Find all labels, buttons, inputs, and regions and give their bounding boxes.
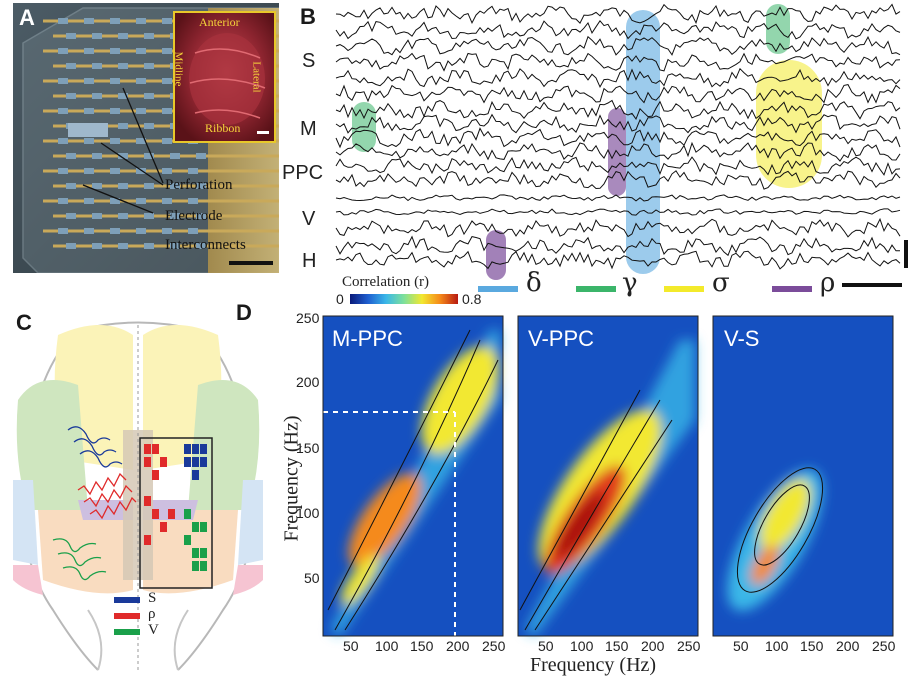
ytick-200: 200 (296, 374, 320, 390)
legend-swatch-sigma (664, 286, 704, 292)
colorbar-label: Correlation (r) (342, 274, 430, 290)
callout-arrows (82, 87, 164, 214)
heatmap-m-ppc (322, 315, 504, 637)
legend-v: V (148, 622, 159, 638)
map-title-v-ppc: V-PPC (528, 326, 595, 351)
xtick-3-250: 250 (872, 638, 896, 654)
voltage-scale-bar (904, 240, 908, 268)
legend-s: S (148, 590, 157, 606)
xtick-1-50: 50 (343, 638, 359, 654)
xtick-1-100: 100 (375, 638, 399, 654)
panel-a-letter: A (19, 5, 35, 30)
panel-a: Anterior Midline Lateral Ribbon A Perfor… (13, 3, 279, 273)
xtick-2-100: 100 (570, 638, 594, 654)
xtick-1-150: 150 (410, 638, 434, 654)
map-title-v-s: V-S (724, 326, 760, 351)
heatmap-v-ppc (517, 315, 699, 637)
panel-b-letter: B (300, 4, 316, 29)
legend-delta: δ (526, 268, 542, 298)
row-label-v: V (302, 208, 316, 230)
xtick-2-50: 50 (538, 638, 554, 654)
map-title-m-ppc: M-PPC (332, 326, 403, 351)
anterior-label: Anterior (199, 15, 240, 29)
row-label-ppc: PPC (282, 162, 324, 184)
xtick-2-200: 200 (641, 638, 665, 654)
ytick-150: 150 (296, 440, 320, 456)
legend-swatch-delta (478, 286, 518, 292)
xtick-3-150: 150 (800, 638, 824, 654)
panel-d-letter: D (236, 300, 252, 325)
heatmap-v-s (712, 315, 894, 637)
xtick-3-200: 200 (836, 638, 860, 654)
ytick-100: 100 (296, 505, 320, 521)
xtick-1-250: 250 (482, 638, 506, 654)
row-label-m: M (300, 118, 317, 140)
legend-rho: ρ (820, 268, 836, 298)
panel-c-letter: C (16, 310, 32, 335)
legend-swatch-v (114, 629, 140, 635)
colorbar-max: 0.8 (462, 291, 482, 307)
xtick-1-200: 200 (446, 638, 470, 654)
legend-swatch-rho-c (114, 613, 140, 619)
brain-map (13, 321, 263, 671)
scale-bar (229, 261, 273, 265)
eeg-traces (335, 3, 901, 270)
xtick-2-150: 150 (605, 638, 629, 654)
colorbar (350, 294, 458, 304)
legend-rho-c: ρ (148, 606, 156, 622)
interconnects-label: Interconnects (165, 237, 246, 253)
xtick-3-100: 100 (765, 638, 789, 654)
xtick-2-250: 250 (677, 638, 701, 654)
legend-swatch-gamma (576, 286, 616, 292)
row-label-h: H (302, 250, 317, 272)
legend-swatch-s (114, 597, 140, 603)
row-label-s: S (302, 50, 316, 72)
legend-gamma: γ (622, 268, 638, 298)
brain-inset: Anterior Midline Lateral Ribbon (173, 11, 276, 143)
colorbar-min: 0 (336, 291, 344, 307)
ytick-50: 50 (304, 570, 320, 586)
legend-sigma: σ (712, 268, 730, 298)
perforation-label: Perforation (165, 177, 233, 193)
ribbon-label: Ribbon (205, 121, 241, 135)
ytick-250: 250 (296, 310, 320, 326)
x-axis-label: Frequency (Hz) (530, 654, 657, 676)
legend-swatch-rho (772, 286, 812, 292)
electrode-label: Electrode (165, 208, 223, 224)
time-scale-bar (842, 283, 902, 287)
xtick-3-50: 50 (733, 638, 749, 654)
